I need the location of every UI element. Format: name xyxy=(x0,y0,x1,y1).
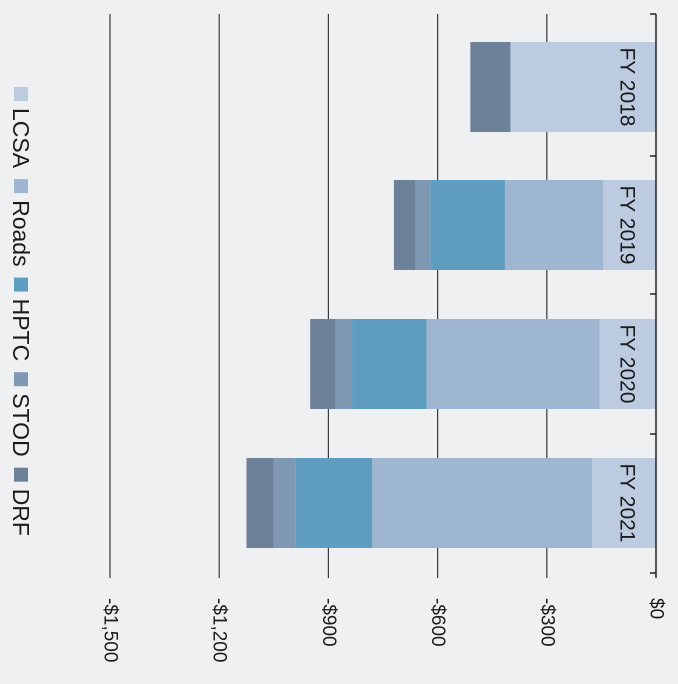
legend-label-stod: STOD xyxy=(8,393,34,456)
legend: LCSA Roads HPTC STOD DRF xyxy=(8,87,34,536)
bars xyxy=(246,42,656,548)
legend-swatch-stod xyxy=(14,372,28,387)
bar-lcsa xyxy=(510,42,656,132)
category-label: FY 2019 xyxy=(616,185,639,264)
category-label: FY 2018 xyxy=(616,47,639,126)
x-tick-label: $0 xyxy=(646,598,667,619)
bar-stod xyxy=(415,180,431,270)
bar-roads xyxy=(426,319,600,409)
bar-lcsa xyxy=(592,458,656,548)
bar-roads xyxy=(372,458,593,548)
bar-stod xyxy=(335,319,353,409)
category-label: FY 2020 xyxy=(616,324,639,403)
bar-stod xyxy=(273,458,296,548)
axes: $0 -$300 -$600 -$900 -$1,200 -$1,500 FY 2018 FY… xyxy=(100,13,667,662)
category-label: FY 2021 xyxy=(616,463,639,542)
legend-swatch-roads xyxy=(14,179,28,194)
bar-drf xyxy=(393,180,416,270)
bar-hptc xyxy=(295,458,373,548)
x-tick-label: -$600 xyxy=(427,598,448,647)
bar-drf xyxy=(470,42,511,132)
x-tick-label: -$1,200 xyxy=(209,598,230,662)
legend-swatch-drf xyxy=(14,467,28,482)
x-tick-label: -$1,500 xyxy=(100,598,121,662)
legend-swatch-lcsa xyxy=(14,87,28,101)
bar-lcsa xyxy=(599,319,656,409)
bar-hptc xyxy=(430,180,505,270)
bar-drf xyxy=(310,319,336,409)
bar-lcsa xyxy=(603,180,656,270)
legend-label-hptc: HPTC xyxy=(8,299,34,362)
legend-label-drf: DRF xyxy=(8,489,34,536)
legend-label-lcsa: LCSA xyxy=(8,108,34,169)
legend-swatch-hptc xyxy=(14,277,28,292)
x-tick-label: -$300 xyxy=(536,598,557,647)
legend-label-roads: Roads xyxy=(8,200,34,266)
bar-hptc xyxy=(352,319,427,409)
x-tick-label: -$900 xyxy=(318,598,339,647)
bar-roads xyxy=(504,180,604,270)
bar-drf xyxy=(246,458,274,548)
